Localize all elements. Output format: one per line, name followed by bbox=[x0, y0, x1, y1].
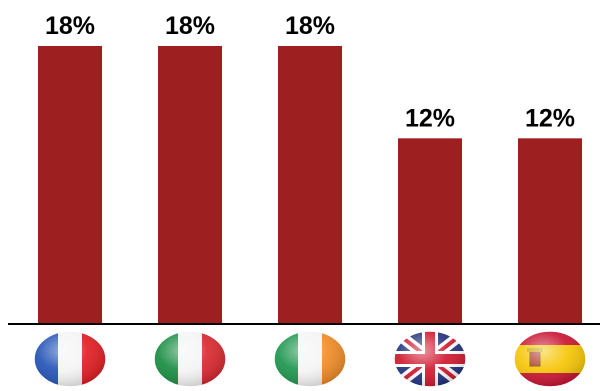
value-label: 18% bbox=[285, 12, 335, 40]
flag-spain-icon bbox=[513, 330, 587, 388]
bars-group bbox=[38, 46, 582, 323]
bar-france bbox=[38, 46, 102, 323]
flag-uk-icon bbox=[393, 330, 467, 388]
bar-italy bbox=[158, 46, 222, 323]
value-labels-group: 18% 18% 18% 12% 12% bbox=[45, 12, 575, 132]
bar-ireland bbox=[278, 46, 342, 323]
flag-italy-icon bbox=[153, 330, 227, 388]
flag-ireland-icon bbox=[273, 330, 347, 388]
value-label: 18% bbox=[45, 12, 95, 40]
category-flags-group bbox=[33, 330, 587, 388]
value-label: 12% bbox=[405, 104, 455, 132]
value-label: 18% bbox=[165, 12, 215, 40]
bar-spain bbox=[518, 138, 582, 323]
bar-united-kingdom bbox=[398, 138, 462, 323]
value-label: 12% bbox=[525, 104, 575, 132]
flag-france-icon bbox=[33, 330, 107, 388]
